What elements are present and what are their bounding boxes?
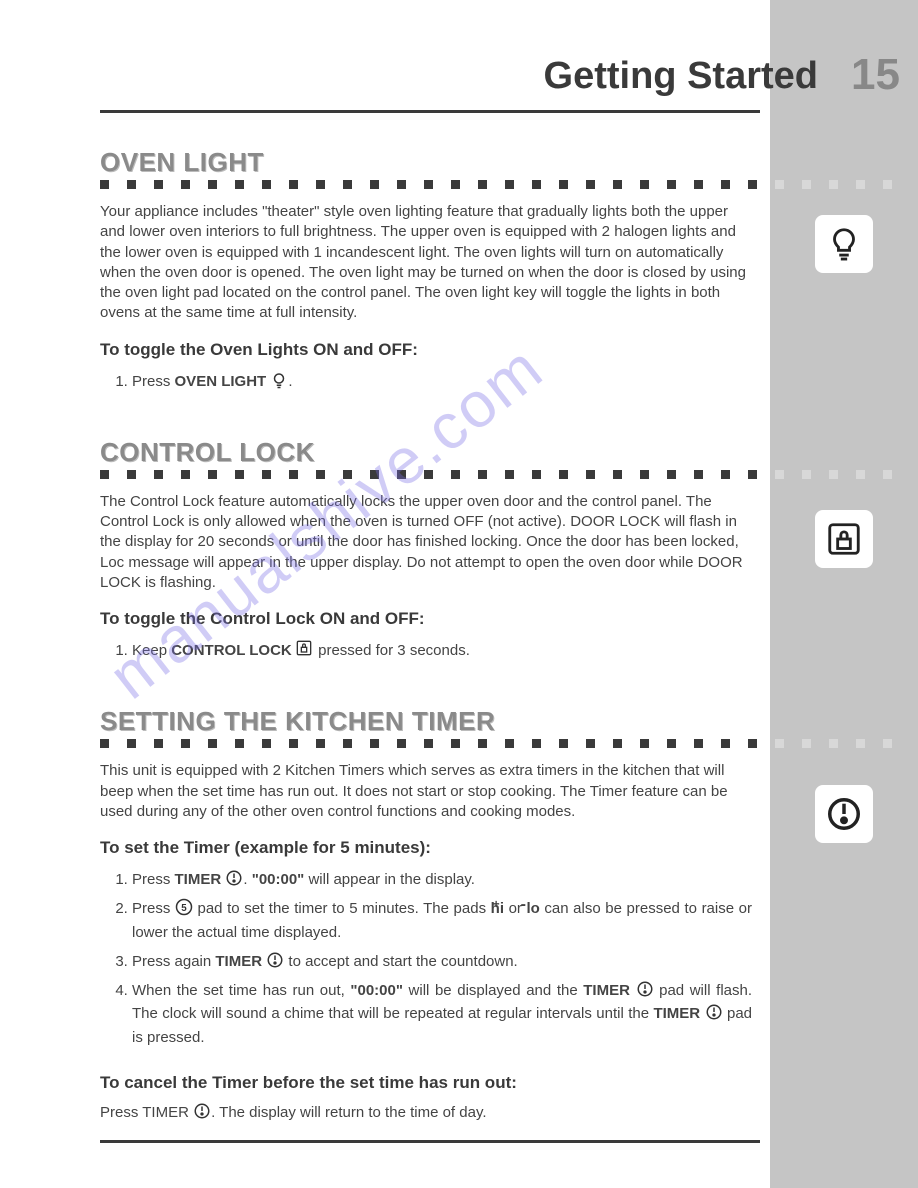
- text: TIMER: [215, 953, 262, 970]
- text: Keep: [132, 642, 171, 659]
- text: Press: [132, 900, 175, 917]
- oven-light-sub: To toggle the Oven Lights ON and OFF:: [100, 340, 752, 360]
- text: TIMER: [583, 982, 630, 999]
- text: Press: [132, 373, 175, 390]
- text: lo: [527, 900, 540, 917]
- control-lock-steps: Keep CONTROL LOCK pressed for 3 seconds.: [100, 639, 752, 662]
- timer-cancel-body: Press TIMER . The display will return to…: [100, 1103, 752, 1123]
- text: When the set time has run out,: [132, 982, 350, 999]
- timer-cancel-sub: To cancel the Timer before the set time …: [100, 1073, 752, 1093]
- oven-light-steps: Press OVEN LIGHT .: [100, 370, 752, 393]
- plus-annot: +: [493, 895, 500, 914]
- oven-light-body: Your appliance includes "theater" style …: [100, 202, 752, 324]
- list-item: Press 5 pad to set the timer to 5 minute…: [132, 897, 752, 944]
- timer-icon: [636, 980, 654, 998]
- text: pad to set the timer to 5 minutes. The p…: [193, 900, 491, 917]
- svg-text:5: 5: [181, 903, 187, 914]
- timer-icon: [266, 951, 284, 969]
- timer-set-sub: To set the Timer (example for 5 minutes)…: [100, 838, 752, 858]
- text: The Control Lock feature automatically l…: [100, 493, 739, 551]
- text: will appear in the display.: [304, 871, 475, 888]
- sidebar-lock-icon: [815, 510, 873, 568]
- lock-icon: [296, 640, 314, 658]
- text: TIMER: [175, 871, 222, 888]
- text: "00:00": [252, 871, 305, 888]
- sidebar-timer-icon: [815, 785, 873, 843]
- page-title: Getting Started: [544, 55, 818, 98]
- control-lock-sub: To toggle the Control Lock ON and OFF:: [100, 609, 752, 629]
- minus-annot: -: [521, 893, 526, 918]
- text: Press again: [132, 953, 215, 970]
- list-item: Keep CONTROL LOCK pressed for 3 seconds.: [132, 639, 752, 662]
- text: OVEN LIGHT: [175, 373, 267, 390]
- text: . The display will return to the time of…: [211, 1104, 486, 1121]
- main-content: Getting Started OVEN LIGHT Your applianc…: [0, 0, 770, 1169]
- text: to accept and start the countdown.: [284, 953, 517, 970]
- dotted-rule: [100, 739, 918, 751]
- list-item: When the set time has run out, "00:00" w…: [132, 979, 752, 1049]
- text: will be displayed and the: [403, 982, 583, 999]
- text: CONTROL LOCK: [171, 642, 292, 659]
- text: Press: [132, 871, 175, 888]
- text: TIMER: [653, 1005, 700, 1022]
- text: "00:00": [350, 982, 403, 999]
- timer-icon: [705, 1003, 723, 1021]
- sidebar-bulb-icon: [815, 215, 873, 273]
- five-pad-icon: 5: [175, 898, 193, 916]
- section-heading-oven-light: OVEN LIGHT: [100, 147, 752, 178]
- top-rule: [100, 110, 760, 113]
- timer-icon: [193, 1102, 211, 1120]
- text: message will appear in the upper display…: [100, 554, 743, 591]
- text: Loc: [100, 554, 124, 571]
- bulb-icon: [270, 371, 288, 389]
- timer-icon: [225, 869, 243, 887]
- page-number: 15: [851, 50, 900, 100]
- section-heading-control-lock: CONTROL LOCK: [100, 437, 752, 468]
- text: TIMER: [142, 1104, 189, 1121]
- sidebar-band: [770, 0, 918, 1188]
- list-item: Press OVEN LIGHT .: [132, 370, 752, 393]
- text: .: [288, 373, 292, 390]
- dotted-rule: [100, 180, 918, 192]
- text: Press: [100, 1104, 142, 1121]
- timer-body: This unit is equipped with 2 Kitchen Tim…: [100, 761, 752, 822]
- timer-set-steps: Press TIMER . "00:00" will appear in the…: [100, 868, 752, 1049]
- dotted-rule: [100, 470, 918, 482]
- list-item: Press again TIMER to accept and start th…: [132, 950, 752, 973]
- list-item: Press TIMER . "00:00" will appear in the…: [132, 868, 752, 891]
- control-lock-body: The Control Lock feature automatically l…: [100, 492, 752, 593]
- section-heading-timer: SETTING THE KITCHEN TIMER: [100, 706, 752, 737]
- text: pressed for 3 seconds.: [314, 642, 470, 659]
- text: .: [243, 871, 251, 888]
